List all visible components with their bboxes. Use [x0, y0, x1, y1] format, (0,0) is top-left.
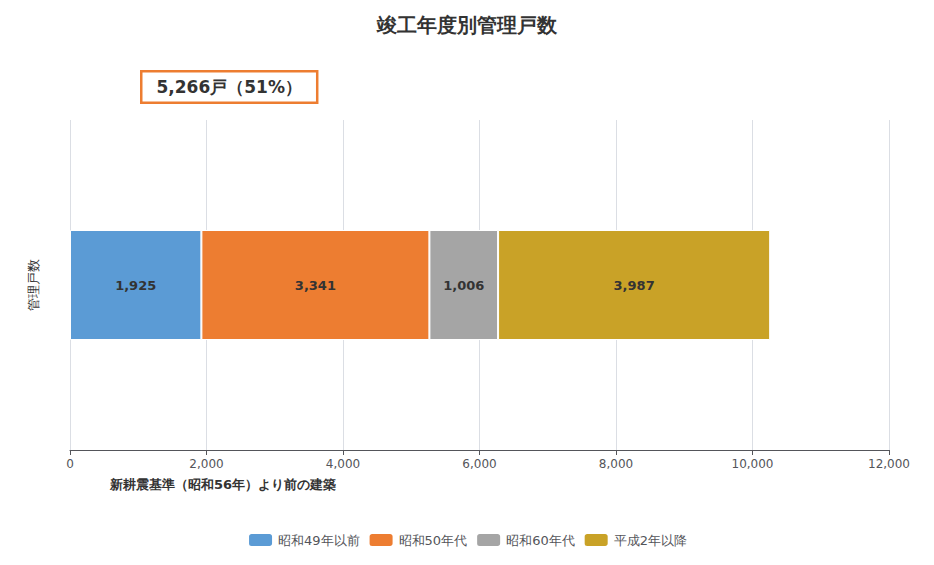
svg-text:平成2年以降: 平成2年以降 [614, 533, 687, 548]
svg-text:管理戸数: 管理戸数 [26, 259, 41, 311]
svg-text:1,006: 1,006 [443, 278, 484, 293]
svg-text:0: 0 [66, 457, 74, 471]
svg-text:昭和50年代: 昭和50年代 [399, 533, 468, 548]
svg-text:1,925: 1,925 [115, 278, 156, 293]
svg-text:竣工年度別管理戸数: 竣工年度別管理戸数 [376, 13, 558, 37]
svg-text:5,266戸（51%）: 5,266戸（51%） [157, 77, 302, 97]
svg-text:4,000: 4,000 [326, 457, 360, 471]
svg-text:3,987: 3,987 [614, 278, 655, 293]
svg-text:10,000: 10,000 [732, 457, 774, 471]
svg-text:3,341: 3,341 [295, 278, 336, 293]
svg-text:2,000: 2,000 [189, 457, 223, 471]
svg-text:新耕震基準（昭和56年）より前の建築: 新耕震基準（昭和56年）より前の建築 [109, 477, 336, 492]
svg-text:6,000: 6,000 [462, 457, 496, 471]
svg-text:昭和60年代: 昭和60年代 [506, 533, 575, 548]
svg-text:昭和49年以前: 昭和49年以前 [278, 533, 360, 548]
svg-text:8,000: 8,000 [599, 457, 633, 471]
svg-text:12,000: 12,000 [868, 457, 910, 471]
